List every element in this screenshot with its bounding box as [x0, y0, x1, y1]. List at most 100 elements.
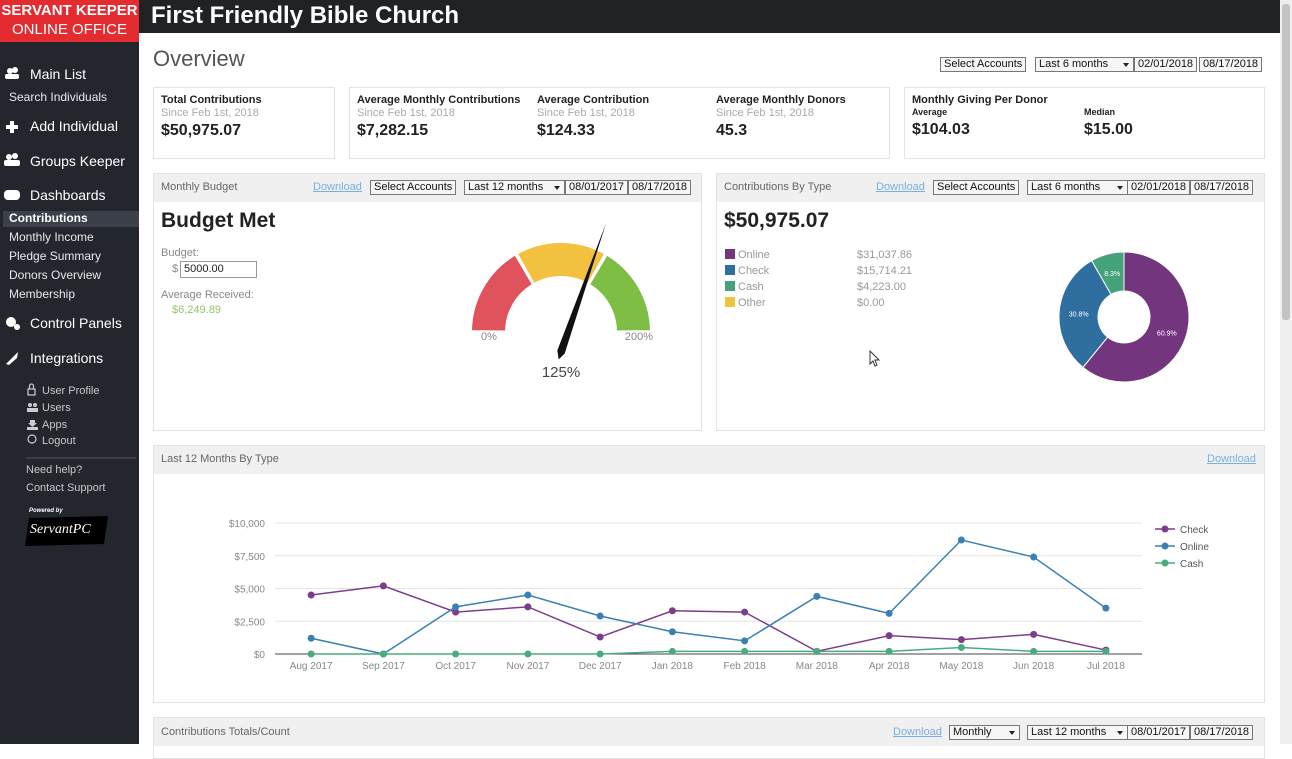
panel	[153, 445, 1265, 703]
data-point	[524, 591, 532, 599]
end-date[interactable]: 08/17/2018	[1190, 180, 1254, 195]
nav-item[interactable]: Groups Keeper	[30, 153, 125, 169]
data-point	[596, 650, 604, 658]
select-accounts[interactable]: Select Accounts	[370, 180, 457, 195]
end-date[interactable]: 08/17/2018	[1199, 57, 1263, 72]
interval-select[interactable]: Monthly	[949, 725, 1020, 740]
data-point	[1030, 647, 1038, 655]
nav-item[interactable]: Main List	[30, 66, 87, 82]
data-point	[1030, 630, 1038, 638]
gauge-band	[587, 253, 653, 333]
data-point	[885, 632, 893, 640]
x-tick-label: Feb 2018	[723, 661, 766, 672]
type-total: $50,975.07	[724, 209, 830, 232]
nav-subitem[interactable]: Monthly Income	[9, 230, 94, 244]
data-point	[524, 603, 532, 611]
nav-item[interactable]: Add Individual	[30, 118, 118, 134]
legend-label: Online	[738, 249, 770, 261]
start-date[interactable]: 02/01/2018	[1127, 180, 1191, 195]
download-link[interactable]: Download	[893, 726, 942, 738]
header-bar	[139, 0, 1280, 33]
nav-subitem[interactable]: Donors Overview	[9, 268, 102, 282]
donut-chart: Online $31,037.86 Check $15,714.21 Cash $4,22…	[725, 249, 1190, 383]
nav-subitem[interactable]: Membership	[9, 287, 76, 301]
start-date[interactable]: 02/01/2018	[1134, 57, 1198, 72]
currency: $	[172, 263, 179, 275]
x-tick-label: Jun 2018	[1013, 661, 1055, 672]
legend-swatch	[725, 249, 735, 259]
y-tick-label: $5,000	[234, 585, 265, 596]
stat-value: $124.33	[537, 122, 595, 139]
nav-subitem-active[interactable]: Contributions	[9, 211, 88, 225]
nav-item[interactable]: Integrations	[30, 350, 104, 366]
data-point	[1102, 647, 1110, 655]
legend-value: $0.00	[857, 297, 885, 309]
stat-card	[349, 87, 890, 159]
brand[interactable]: SERVANT KEEPER ONLINE OFFICE	[0, 0, 139, 42]
legend-label: Check	[1180, 525, 1209, 536]
data-point	[741, 637, 749, 645]
nav-item[interactable]: Dashboards	[30, 187, 106, 203]
legend-label: Cash	[738, 281, 764, 293]
range-select[interactable]: Last 12 months	[464, 180, 565, 195]
stat-value: 45.3	[716, 122, 748, 139]
download-link[interactable]: Download	[1207, 453, 1256, 465]
y-tick-label: $7,500	[234, 552, 265, 563]
legend-dot	[1161, 559, 1169, 567]
data-point	[813, 592, 821, 600]
end-date[interactable]: 08/17/2018	[1190, 725, 1254, 740]
stat-sub: Since Feb 1st, 2018	[537, 107, 635, 119]
data-point	[668, 607, 676, 615]
average-value: $6,249.89	[172, 304, 221, 316]
stat-label: Total Contributions	[161, 94, 262, 106]
nav-subitem[interactable]: Search Individuals	[9, 90, 108, 104]
x-tick-label: Dec 2017	[579, 661, 622, 672]
download-link[interactable]: Download	[876, 181, 925, 193]
legend-label: Check	[738, 265, 770, 277]
panel-title: Last 12 Months By Type	[161, 453, 279, 465]
account-link[interactable]: Apps	[42, 419, 68, 431]
nav-item[interactable]: Control Panels	[30, 315, 122, 331]
data-point	[307, 634, 315, 642]
account-link[interactable]: User Profile	[42, 385, 100, 397]
data-point	[379, 582, 387, 590]
start-date[interactable]: 08/01/2017	[565, 180, 629, 195]
range-select[interactable]: Last 12 months	[1027, 725, 1128, 740]
logo: ServantPC	[30, 522, 91, 537]
data-point	[741, 608, 749, 616]
scroll-thumb[interactable]	[1282, 4, 1290, 320]
donut-slice	[1058, 259, 1112, 369]
y-tick-label: $10,000	[229, 519, 266, 530]
range-select[interactable]: Last 6 months	[1035, 57, 1134, 72]
donut-slice	[1090, 251, 1125, 296]
legend-swatch	[725, 297, 735, 307]
series-line	[310, 539, 1107, 655]
legend-swatch	[725, 265, 735, 275]
x-tick-label: Mar 2018	[796, 661, 839, 672]
select-accounts[interactable]: Select Accounts	[940, 57, 1027, 72]
slice-label: 8.3%	[1104, 271, 1120, 278]
panel-title: Contributions By Type	[724, 181, 832, 193]
gauge-band	[469, 253, 535, 333]
range-select[interactable]: Last 6 months	[1027, 180, 1128, 195]
budget-input[interactable]: 5000.00	[180, 261, 257, 278]
download-link[interactable]: Download	[313, 181, 362, 193]
x-tick-label: Apr 2018	[869, 661, 910, 672]
stat-sub: Average	[912, 107, 948, 117]
select-accounts[interactable]: Select Accounts	[933, 180, 1020, 195]
end-date[interactable]: 08/17/2018	[628, 180, 692, 195]
slice-label: 60.9%	[1157, 330, 1177, 337]
gauge-value-label: 125%	[542, 364, 580, 381]
stat-value: $15.00	[1084, 121, 1133, 138]
start-date[interactable]: 08/01/2017	[1127, 725, 1191, 740]
nav-subitem[interactable]: Pledge Summary	[9, 249, 102, 263]
stat-sub: Since Feb 1st, 2018	[161, 107, 259, 119]
x-tick-label: Jan 2018	[652, 661, 694, 672]
data-point	[668, 647, 676, 655]
donut-slice	[1082, 251, 1190, 383]
stat-label: Average Contribution	[537, 94, 650, 106]
account-link[interactable]: Users	[42, 402, 71, 414]
account-link[interactable]: Logout	[42, 435, 76, 447]
legend-label: Online	[1180, 542, 1209, 553]
contact-link[interactable]: Contact Support	[26, 482, 106, 494]
